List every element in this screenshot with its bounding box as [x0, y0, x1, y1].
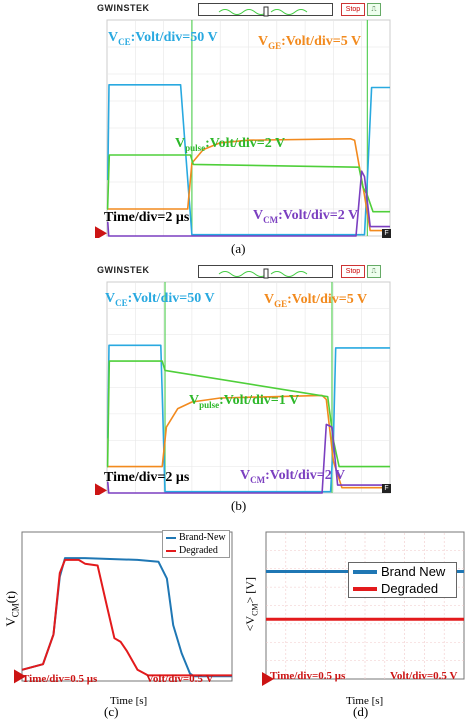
legend-label: Degraded: [179, 545, 218, 556]
vce-label-b: VCE:Volt/div=50 V: [105, 291, 215, 308]
legend-c: Brand-New Degraded: [162, 530, 230, 558]
trigger-wave-icon: [218, 6, 308, 17]
legend-label: Brand-New: [179, 532, 226, 543]
legend-item-degraded: Degraded: [349, 580, 456, 597]
series-line-v-ce: [107, 84, 390, 236]
vge-label-b: VGE:Volt/div=5 V: [264, 292, 368, 309]
stop-button[interactable]: Stop: [341, 265, 365, 278]
legend-item-brand-new: Brand-New: [163, 531, 229, 544]
f-mark-a: F: [382, 229, 391, 238]
vpulse-label-b: Vpulse:Volt/div=1 V: [189, 393, 300, 410]
xlabel-d: Time [s]: [346, 695, 384, 707]
vpulse-label-a: Vpulse:Volt/div=2 V: [175, 136, 286, 153]
vce-label-a: VCE:Volt/div=50 V: [108, 30, 218, 47]
vcm-label-a: VCM:Volt/div=2 V: [253, 208, 359, 225]
series-line-v-cm: [107, 423, 390, 494]
time-label-c: Time/div=0.5 μs: [22, 673, 98, 685]
vge-label-a: VGE:Volt/div=5 V: [258, 34, 362, 51]
scope-toolbar-b: GWINSTEK Stop ⎍: [95, 262, 392, 281]
volt-label-d: Volt/div=0.5 V: [390, 670, 458, 682]
scope-screen-a: [95, 18, 392, 238]
brand-logo: GWINSTEK: [97, 3, 150, 13]
ylabel-d: <VCM> [V]: [242, 577, 260, 632]
panel-c: VCM(t) Brand-New Degraded Time/div=0.5 μ…: [0, 520, 240, 721]
volt-label-c: Volt/div=0.5 V: [146, 673, 214, 685]
trigger-position-bar: [198, 3, 333, 17]
panel-d: <VCM> [V] Brand New Degraded Time/div=0.…: [240, 520, 474, 721]
panel-a: GWINSTEK Stop ⎍ VCE:Volt/div=50 V VGE:Vo…: [0, 0, 474, 262]
scope-toolbar-a: GWINSTEK Stop ⎍: [95, 0, 392, 19]
caption-c: (c): [104, 704, 119, 719]
caption-d: (d): [353, 704, 369, 719]
ground-marker-icon: [95, 483, 107, 495]
brand-logo: GWINSTEK: [97, 265, 150, 275]
series-line-degraded: [21, 558, 232, 677]
ground-marker-icon: [95, 226, 107, 238]
ground-marker-icon: [14, 669, 26, 684]
legend-label: Degraded: [381, 581, 439, 596]
plot-d: [262, 531, 465, 686]
legend-item-degraded: Degraded: [163, 544, 229, 557]
series-line-v-pulse: [106, 360, 390, 468]
series-line-v-pulse: [106, 154, 390, 213]
ground-marker-icon: [262, 672, 274, 686]
time-label-b: Time/div=2 μs: [104, 470, 190, 485]
legend-item-brand-new: Brand New: [349, 563, 456, 580]
xlabel-c: Time [s]: [110, 695, 148, 707]
legend-label: Brand New: [381, 564, 446, 579]
series-line-v-cm: [107, 170, 390, 237]
trigger-position-bar: [198, 265, 333, 279]
stop-button[interactable]: Stop: [341, 3, 365, 16]
time-label-d: Time/div=0.5 μs: [270, 670, 346, 682]
trigger-mode-icon[interactable]: ⎍: [367, 265, 381, 278]
caption-b: (b): [231, 498, 247, 513]
trigger-wave-icon: [218, 268, 308, 279]
trigger-mode-icon[interactable]: ⎍: [367, 3, 381, 16]
series-line-v-ge: [107, 138, 390, 232]
panel-b: GWINSTEK Stop ⎍ VCE:Volt/div=50 V VGE:Vo…: [0, 262, 474, 520]
time-label-a: Time/div=2 μs: [104, 210, 190, 225]
vcm-label-b: VCM:Volt/div=2 V: [240, 468, 346, 485]
legend-d: Brand New Degraded: [348, 562, 457, 598]
f-mark-b: F: [382, 484, 391, 493]
scope-screen-b: [95, 280, 392, 495]
caption-a: (a): [231, 241, 246, 256]
